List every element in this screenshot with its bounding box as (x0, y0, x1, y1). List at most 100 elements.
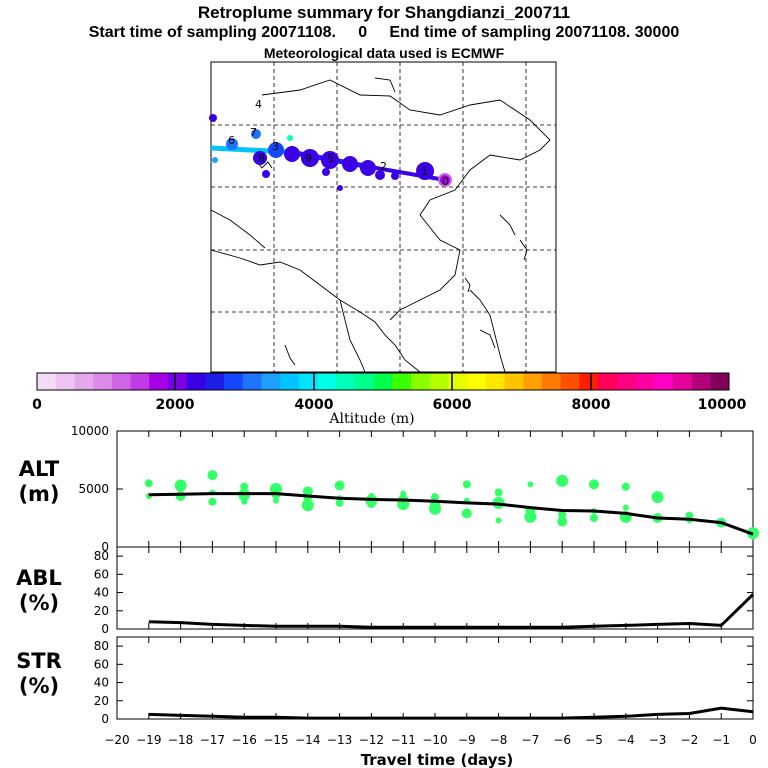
coastlines (210, 77, 551, 373)
y-tick-label: 20 (94, 604, 109, 618)
str-ylabel: STR (16, 649, 62, 673)
colorbar-cell (429, 373, 449, 390)
colorbar-tick-label: 0 (32, 397, 42, 413)
colorbar-cell (205, 373, 225, 390)
track-label-0: 0 (442, 175, 449, 188)
colorbar-cell (317, 373, 337, 390)
scatter-point (589, 479, 599, 490)
scatter-point (301, 499, 314, 512)
scatter-point (557, 516, 568, 527)
scatter-point (590, 514, 598, 522)
colorbar-tick-label: 8000 (572, 397, 611, 413)
scatter-point (651, 491, 664, 504)
scatter-point (494, 488, 503, 497)
y-tick-label: 60 (94, 567, 109, 581)
track-label-4: 4 (255, 98, 262, 111)
alt-panel: ALT (m) 10000 5000 0 (18, 424, 759, 554)
x-tick-label: −13 (327, 733, 352, 747)
scatter-point (174, 479, 187, 492)
colorbar-cell (710, 373, 730, 390)
alt-scatter (144, 470, 759, 540)
str-yticks: 80 60 40 20 0 (94, 639, 753, 726)
scatter-point (431, 493, 439, 502)
abl-yticks: 80 60 40 20 0 (94, 549, 753, 636)
scatter-point (524, 510, 537, 523)
x-tick-label: −18 (168, 733, 193, 747)
track-label-3: 3 (272, 140, 279, 153)
scatter-point (622, 504, 629, 511)
colorbar-cell (598, 373, 618, 390)
y-tick-label: 60 (94, 657, 109, 671)
colorbar-cell (111, 373, 132, 390)
scatter-point (270, 483, 282, 495)
scatter-point (495, 517, 502, 524)
x-tick-label: −9 (458, 733, 476, 747)
x-tick-label: −4 (617, 733, 635, 747)
x-tick-label: −15 (263, 733, 288, 747)
sampling-time-subtitle: Start time of sampling 20071108. 0 End t… (88, 24, 680, 41)
colorbar-cell (37, 373, 57, 390)
colorbar-cell (448, 373, 468, 390)
x-axis-label: Travel time (days) (361, 751, 514, 768)
colorbar-cell (373, 373, 393, 390)
colorbar-cell (354, 373, 375, 390)
colorbar-cell (280, 373, 300, 390)
y-tick-label: 0 (101, 712, 109, 726)
colorbar-label: Altitude (m) (328, 411, 414, 427)
scatter-point (462, 480, 471, 489)
scatter-point (335, 498, 344, 507)
x-tick-label: −1 (712, 733, 730, 747)
scatter-point (208, 497, 217, 506)
x-tick-label: −5 (585, 733, 603, 747)
scatter-point (334, 480, 345, 491)
scatter-point (144, 479, 153, 488)
colorbar-cell (691, 373, 711, 390)
scatter-point (429, 502, 441, 515)
colorbar-cell (242, 373, 262, 390)
colorbar-cell (336, 373, 356, 390)
plume-track (209, 114, 452, 191)
colorbar-cell (560, 373, 580, 390)
colorbar-cell (654, 373, 674, 390)
colorbar-tick-label: 4000 (295, 397, 334, 413)
colorbar-cell (523, 373, 543, 390)
y-tick-label: 40 (94, 676, 109, 690)
scatter-point (461, 508, 472, 519)
abl-line (148, 593, 755, 629)
colorbar-cell (93, 373, 113, 390)
altitude-colorbar: 0 2000 4000 6000 8000 10000 Altitude (m) (32, 372, 747, 427)
alt-yticks: 10000 5000 0 (71, 424, 753, 554)
colorbar-cell (579, 373, 599, 390)
alt-median-line (148, 492, 754, 536)
colorbar-cell (261, 373, 281, 390)
x-tick-label: −16 (232, 733, 257, 747)
abl-panel: ABL (%) 80 60 40 20 0 (16, 546, 755, 636)
colorbar-cell (224, 373, 244, 390)
str-line (148, 706, 754, 720)
x-tick-label: −3 (649, 733, 667, 747)
colorbar-cell (298, 373, 319, 390)
plot-title: Retroplume summary for Shangdianzi_20071… (197, 3, 571, 22)
colorbar-cell (635, 373, 655, 390)
track-label-7: 7 (250, 126, 257, 139)
x-tick-label: −8 (490, 733, 508, 747)
x-tick-label: −10 (422, 733, 447, 747)
track-label-8: 8 (258, 152, 265, 165)
y-tick-label: 20 (94, 694, 109, 708)
y-tick-label: 10000 (71, 424, 109, 438)
x-tick-label: −6 (553, 733, 571, 747)
abl-ylabel: ABL (16, 566, 62, 590)
colorbar-tick-label: 6000 (433, 397, 472, 413)
scatter-point (241, 498, 248, 505)
x-tick-label: −12 (359, 733, 384, 747)
y-tick-label: 80 (94, 549, 109, 563)
scatter-point (368, 492, 375, 499)
track-label-5: 5 (327, 152, 334, 165)
scatter-point (558, 510, 567, 519)
scatter-point (302, 486, 313, 497)
colorbar-cell (186, 373, 206, 390)
colorbar-cell (485, 373, 506, 390)
str-ylabel-unit: (%) (19, 674, 59, 698)
x-tick-label: −19 (136, 733, 161, 747)
